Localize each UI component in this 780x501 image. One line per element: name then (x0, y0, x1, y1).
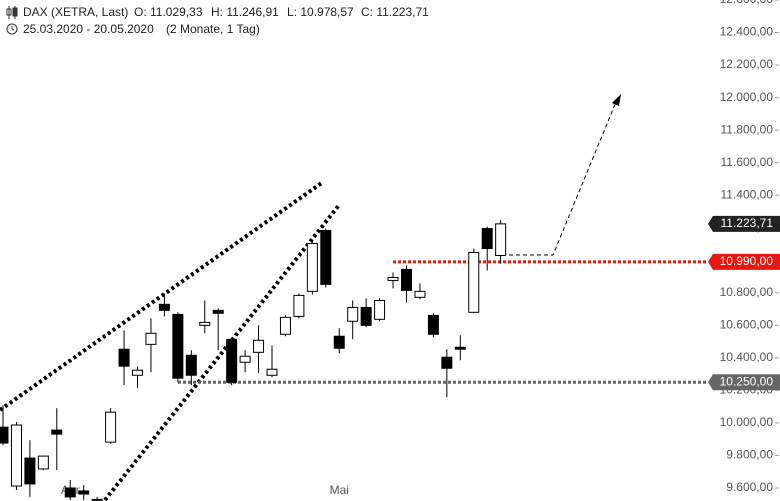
candle-body (132, 369, 143, 376)
candle-body (24, 457, 36, 485)
price-tag-bg (708, 215, 780, 232)
projection-arrow (495, 101, 617, 256)
candle-icon (6, 6, 18, 19)
y-tick-label: 12.400,00 (720, 25, 774, 39)
period: (2 Monate, 1 Tag) (166, 22, 260, 36)
candle-body (454, 346, 466, 350)
y-tick-label: 12.200,00 (720, 57, 774, 71)
x-tick-label: Mai (330, 483, 349, 497)
y-tick-label: 12.000,00 (720, 90, 774, 104)
candle-body (481, 228, 493, 250)
candle-body (279, 316, 291, 335)
candle-body (212, 309, 224, 314)
candle-body (91, 498, 103, 501)
candle-body (239, 355, 251, 363)
candle-body (226, 338, 238, 383)
candle-body (158, 303, 170, 311)
ohlc-label: O: 11.029,33 (134, 5, 203, 19)
y-tick-label: 9.800,00 (726, 448, 773, 462)
clock-icon (6, 23, 18, 35)
y-tick-label: 10.800,00 (720, 285, 774, 299)
y-tick-label: 11.600,00 (721, 155, 774, 169)
y-tick-label: 10.400,00 (720, 350, 774, 364)
header: DAX (XETRA, Last) O: 11.029,33 H: 11.246… (0, 0, 470, 40)
candle-body (51, 429, 63, 435)
candle-body (306, 243, 318, 292)
header-bg (0, 0, 470, 40)
level-tag: 10.250,00 (720, 374, 774, 388)
candle-body (441, 356, 453, 369)
candle-body (253, 339, 265, 353)
candle-body (10, 424, 22, 487)
candle-body (118, 348, 130, 367)
ohlc-label: H: 11.246,91 (211, 5, 279, 19)
candle-body (0, 426, 9, 444)
candle-body (199, 321, 211, 326)
arrow-head (612, 94, 621, 106)
title: DAX (XETRA, Last) (23, 5, 128, 19)
trend-line (103, 202, 342, 501)
level-tag-bg (708, 374, 780, 391)
candle-body (37, 455, 49, 470)
y-tick-label: 11.800,00 (721, 122, 774, 136)
candle-body (78, 490, 90, 495)
candle-body (414, 290, 426, 298)
ohlc-label: L: 10.978,57 (287, 5, 354, 19)
clock-hand (11, 26, 15, 31)
candle-body (360, 306, 372, 326)
candle-body (105, 411, 117, 443)
candle-body (387, 277, 399, 281)
y-tick-label: 11.400,00 (721, 187, 774, 201)
candle-body (266, 368, 278, 376)
candle-body (320, 229, 332, 285)
price-tag: 11.223,71 (721, 216, 774, 230)
candle-body (427, 314, 439, 335)
candle-body (495, 223, 507, 256)
level-tag: 10.990,00 (720, 254, 774, 268)
candle-body (333, 335, 345, 349)
candle-body (185, 354, 197, 376)
candle-body (64, 487, 76, 498)
y-tick-label: 9.600,00 (726, 480, 773, 494)
level-tag-bg (708, 253, 780, 270)
candle-body (293, 294, 305, 317)
candle-body (374, 299, 386, 320)
ohlc-label: C: 11.223,71 (361, 5, 429, 19)
trend-line (0, 180, 325, 412)
candle-body (347, 306, 359, 322)
date-range: 25.03.2020 - 20.05.2020 (23, 22, 154, 36)
y-tick-label: 12.600,00 (720, 0, 774, 6)
candle-body (468, 251, 480, 313)
candle-body (172, 313, 184, 379)
y-tick-label: 10.000,00 (720, 415, 774, 429)
candle-body (401, 268, 412, 291)
y-tick-label: 10.600,00 (720, 317, 774, 331)
candle-body (145, 332, 157, 345)
